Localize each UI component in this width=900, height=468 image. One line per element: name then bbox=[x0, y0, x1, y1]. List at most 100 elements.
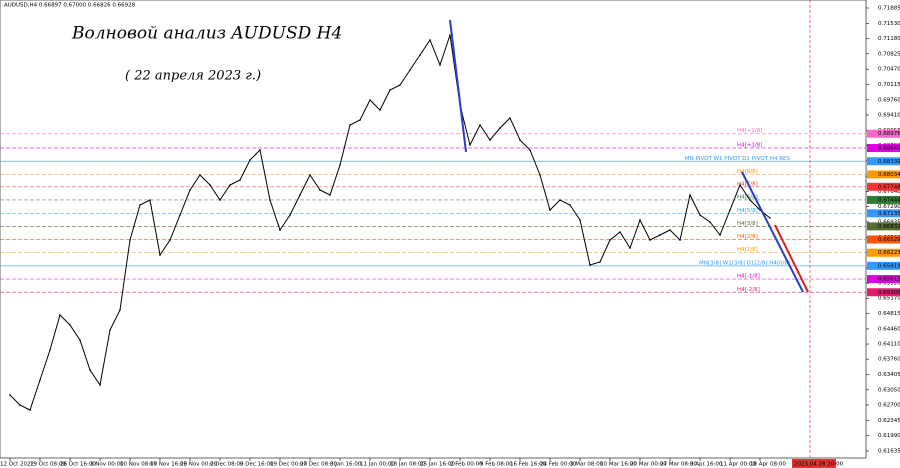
price-point bbox=[659, 234, 661, 236]
price-point bbox=[119, 309, 121, 311]
x-tick-label: 19 Oct 08:00 bbox=[30, 462, 66, 468]
price-point bbox=[729, 209, 731, 211]
wave-line bbox=[449, 19, 467, 153]
price-point bbox=[439, 64, 441, 66]
price-point bbox=[149, 199, 151, 201]
y-tick-label: 0.71180 bbox=[878, 36, 900, 42]
level-price-label: 0.67748 bbox=[878, 184, 900, 190]
price-point bbox=[369, 99, 371, 101]
x-tick-label: 3 Jan 16:00 bbox=[330, 462, 362, 468]
x-tick-label: 18 Apr 08:00 bbox=[750, 462, 786, 468]
level-price-box bbox=[867, 144, 900, 153]
price-point bbox=[89, 369, 91, 371]
x-tick-label: 3 Mar 08:00 bbox=[570, 462, 604, 468]
level-price-box bbox=[867, 157, 900, 166]
price-point bbox=[639, 219, 641, 221]
y-tick-label: 0.64815 bbox=[878, 311, 900, 317]
x-tick-label: 18 Jan 08:00 bbox=[390, 462, 425, 468]
x-tick-label: 24 Feb 00:00 bbox=[540, 462, 577, 468]
level-price-label: 0.65613 bbox=[878, 277, 900, 283]
level-label: H4[-2/8] bbox=[737, 287, 760, 293]
price-point bbox=[479, 124, 481, 126]
y-tick-label: 0.61990 bbox=[878, 433, 900, 439]
level-label: MN PIVOT W1 PIVOT D1 PIVOT H4 RES bbox=[685, 156, 791, 162]
x-tick-label: 20 Mar 00:00 bbox=[630, 462, 667, 468]
price-point bbox=[589, 264, 591, 266]
level-price-box bbox=[867, 195, 900, 204]
price-point bbox=[249, 159, 251, 161]
level-price-box bbox=[867, 182, 900, 191]
price-point bbox=[409, 69, 411, 71]
level-label: H4[8/8] bbox=[737, 169, 758, 175]
price-point bbox=[399, 84, 401, 86]
y-tick-label: 0.63760 bbox=[878, 357, 900, 363]
x-tick-label: 27 Dec 08:00 bbox=[300, 462, 337, 468]
price-point bbox=[679, 239, 681, 241]
y-tick-label: 0.70115 bbox=[878, 82, 900, 88]
y-tick-label: 0.62345 bbox=[878, 418, 900, 424]
price-point bbox=[469, 144, 471, 146]
level-price-label: 0.66223 bbox=[878, 250, 900, 256]
level-price-box bbox=[867, 275, 900, 284]
price-point bbox=[199, 174, 201, 176]
y-tick-label: 0.64460 bbox=[878, 326, 900, 332]
y-tick-label: 0.67290 bbox=[878, 204, 900, 210]
price-point bbox=[129, 239, 131, 241]
price-point bbox=[159, 254, 161, 256]
x-tick-label: 26 Oct 16:00 bbox=[60, 462, 96, 468]
price-point bbox=[699, 214, 701, 216]
price-point bbox=[299, 194, 301, 196]
price-point bbox=[59, 314, 61, 316]
wave-line bbox=[741, 171, 804, 293]
level-label: H4[+2/8] bbox=[737, 128, 762, 134]
price-point bbox=[509, 117, 511, 119]
price-point bbox=[359, 119, 361, 121]
price-point bbox=[739, 184, 741, 186]
level-price-label: 0.68034 bbox=[878, 172, 900, 178]
price-point bbox=[609, 239, 611, 241]
y-tick-label: 0.69410 bbox=[878, 112, 900, 118]
price-point bbox=[669, 229, 671, 231]
price-point bbox=[649, 239, 651, 241]
level-price-box bbox=[867, 235, 900, 244]
price-point bbox=[319, 189, 321, 191]
price-point bbox=[429, 39, 431, 41]
wave-line bbox=[774, 224, 809, 293]
symbol-header: AUDUSD,H4 0.66897 0.67000 0.66826 0.6692… bbox=[4, 3, 136, 9]
price-point bbox=[519, 139, 521, 141]
future-time-box bbox=[792, 459, 836, 468]
price-point bbox=[239, 179, 241, 181]
price-point bbox=[39, 379, 41, 381]
chart-title: Волновой анализ AUDUSD H4 bbox=[71, 24, 342, 44]
price-point bbox=[179, 214, 181, 216]
price-point bbox=[79, 339, 81, 341]
price-point bbox=[379, 109, 381, 111]
y-tick-label: 0.63050 bbox=[878, 387, 900, 393]
y-tick-label: 0.71530 bbox=[878, 21, 900, 27]
price-point bbox=[69, 324, 71, 326]
price-point bbox=[749, 199, 751, 201]
x-tick-label: 19 Dec 00:00 bbox=[270, 462, 307, 468]
price-point bbox=[489, 139, 491, 141]
level-price-box bbox=[867, 222, 900, 231]
x-tick-label: 27 Mar 08:00 bbox=[660, 462, 697, 468]
y-tick-label: 0.61635 bbox=[878, 448, 900, 454]
x-tick-label: 16 Feb 16:00 bbox=[510, 462, 547, 468]
price-point bbox=[269, 199, 271, 201]
price-point bbox=[619, 231, 621, 233]
x-tick-label: 11 Jan 00:00 bbox=[360, 462, 395, 468]
price-point bbox=[339, 164, 341, 166]
level-price-label: 0.65919 bbox=[878, 263, 900, 269]
price-point bbox=[559, 199, 561, 201]
y-tick-label: 0.65170 bbox=[878, 296, 900, 302]
price-point bbox=[709, 221, 711, 223]
price-point bbox=[419, 54, 421, 56]
y-tick-label: 0.69760 bbox=[878, 97, 900, 103]
x-tick-label: 12 Oct 2022 bbox=[0, 462, 34, 468]
y-tick-label: 0.64110 bbox=[878, 342, 900, 348]
price-point bbox=[689, 194, 691, 196]
price-point bbox=[569, 204, 571, 206]
price-point bbox=[539, 174, 541, 176]
price-point bbox=[189, 189, 191, 191]
